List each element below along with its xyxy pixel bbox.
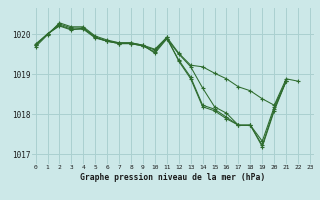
X-axis label: Graphe pression niveau de la mer (hPa): Graphe pression niveau de la mer (hPa)	[80, 173, 265, 182]
